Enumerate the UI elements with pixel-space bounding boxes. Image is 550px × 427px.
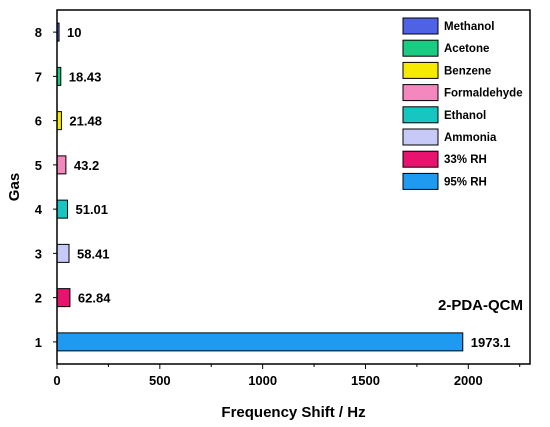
x-axis-ticks: 0 500 1000 1500 2000 — [53, 364, 521, 388]
legend-label-benzene: Benzene — [444, 65, 491, 77]
legend-label-95-rh: 95% RH — [444, 176, 487, 188]
y-axis-ticks: 1 2 3 4 5 6 7 8 — [35, 25, 57, 350]
y-tick-label-7: 7 — [35, 69, 42, 84]
y-tick-label-8: 8 — [35, 25, 42, 40]
x-tick-label-500: 500 — [149, 373, 171, 388]
legend-swatch-methanol — [402, 17, 439, 35]
bar-gas-3 — [56, 243, 70, 263]
legend: Methanol Acetone Benzene Formaldehyde Ethano… — [402, 17, 523, 190]
y-tick-label-6: 6 — [35, 114, 42, 129]
bar-gas-5 — [56, 155, 67, 175]
x-axis-title: Frequency Shift / Hz — [221, 404, 365, 421]
x-tick-label-1500: 1500 — [351, 373, 380, 388]
value-label-gas-1: 1973.1 — [471, 335, 511, 350]
x-tick-label-1000: 1000 — [248, 373, 277, 388]
legend-label-formaldehyde: Formaldehyde — [444, 88, 523, 100]
legend-swatch-formaldehyde — [402, 84, 439, 102]
x-tick-label-0: 0 — [53, 373, 60, 388]
legend-label-methanol: Methanol — [444, 21, 494, 33]
legend-label-acetone: Acetone — [444, 43, 489, 55]
legend-swatch-33-rh — [402, 150, 439, 168]
y-tick-label-5: 5 — [35, 158, 42, 173]
legend-swatch-benzene — [402, 61, 439, 79]
legend-swatch-ethanol — [402, 106, 439, 124]
plot-frame — [56, 9, 531, 365]
value-label-gas-3: 58.41 — [77, 246, 110, 261]
bar-gas-4 — [56, 199, 68, 219]
legend-swatch-acetone — [402, 39, 439, 57]
legend-swatch-ammonia — [402, 128, 439, 146]
bar-gas-2 — [56, 288, 71, 308]
chart-annotation: 2-PDA-QCM — [438, 297, 523, 314]
legend-label-33-rh: 33% RH — [444, 154, 487, 166]
value-label-gas-2: 62.84 — [78, 291, 111, 306]
value-label-gas-4: 51.01 — [75, 202, 108, 217]
value-labels-group: 1973.1 62.84 58.41 51.01 43.2 21.48 18.43 10 — [67, 25, 510, 350]
y-tick-label-3: 3 — [35, 246, 42, 261]
legend-label-ethanol: Ethanol — [444, 110, 486, 122]
legend-label-ammonia: Ammonia — [444, 132, 497, 144]
value-label-gas-8: 10 — [67, 25, 81, 40]
bars-group — [56, 22, 464, 352]
y-tick-label-4: 4 — [35, 202, 43, 217]
legend-swatch-95-rh — [402, 172, 439, 190]
value-label-gas-7: 18.43 — [69, 69, 102, 84]
value-label-gas-6: 21.48 — [69, 114, 102, 129]
value-label-gas-5: 43.2 — [74, 158, 99, 173]
bar-gas-1 — [56, 332, 464, 352]
x-tick-label-2000: 2000 — [454, 373, 483, 388]
y-axis-title: Gas — [6, 173, 23, 201]
y-tick-label-2: 2 — [35, 291, 42, 306]
y-tick-label-1: 1 — [35, 335, 42, 350]
